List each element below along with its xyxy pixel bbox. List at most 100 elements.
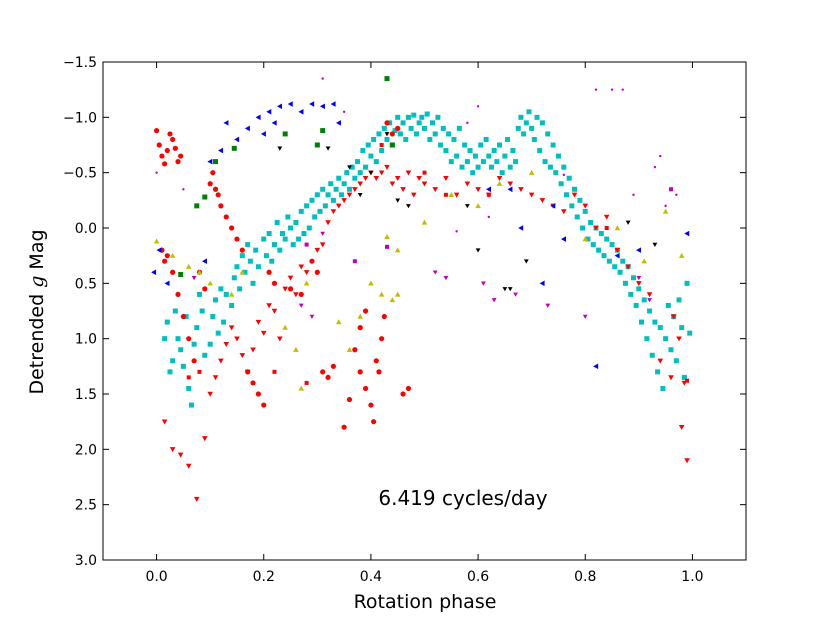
data-point	[384, 120, 390, 126]
data-point	[518, 187, 524, 193]
data-point	[368, 280, 374, 286]
data-point	[197, 369, 202, 374]
data-point	[668, 187, 673, 192]
y-tick-label: −1.0	[63, 110, 97, 126]
data-point	[510, 148, 516, 154]
data-point	[244, 125, 250, 132]
x-tick-label: 0.8	[574, 569, 596, 585]
data-point	[202, 352, 208, 358]
data-point	[685, 378, 690, 383]
data-point	[481, 281, 486, 286]
data-point	[507, 181, 514, 187]
data-point	[237, 286, 243, 292]
data-point	[360, 148, 366, 154]
data-point	[250, 347, 256, 353]
data-point	[384, 244, 389, 249]
y-tick-label: 1.5	[75, 387, 97, 403]
data-point	[357, 313, 363, 319]
data-point	[630, 275, 636, 281]
annotation-text: 6.419 cycles/day	[378, 486, 547, 510]
data-point	[266, 269, 272, 275]
data-point	[641, 297, 647, 303]
y-tick-label: 1.0	[75, 332, 97, 348]
data-point	[333, 186, 339, 192]
data-point	[269, 258, 275, 264]
data-point	[566, 175, 572, 181]
data-point	[164, 253, 170, 259]
data-point	[319, 242, 326, 248]
data-point	[491, 148, 497, 154]
data-point	[239, 353, 246, 359]
data-point	[229, 225, 235, 231]
x-tick-label: 0.0	[145, 569, 167, 585]
data-point	[314, 247, 321, 253]
data-point	[670, 314, 677, 320]
data-point	[443, 192, 448, 197]
data-point	[464, 204, 470, 209]
data-point	[464, 181, 471, 187]
y-tick-label: 0.0	[75, 221, 97, 237]
data-point	[424, 111, 430, 117]
data-point	[373, 176, 380, 181]
data-point	[330, 363, 337, 369]
data-point	[655, 369, 661, 375]
data-point	[625, 220, 631, 225]
data-point	[663, 336, 669, 342]
data-point	[303, 270, 310, 276]
data-point	[290, 242, 296, 248]
data-point	[397, 131, 403, 137]
data-point	[462, 142, 468, 148]
data-point	[675, 193, 678, 196]
data-point	[389, 297, 396, 303]
data-point	[282, 236, 288, 242]
data-point	[193, 496, 200, 502]
data-point	[234, 136, 240, 143]
data-point	[314, 269, 320, 275]
data-point	[303, 280, 310, 286]
data-point	[467, 148, 473, 154]
y-axis-label-prefix: Detrended	[26, 288, 48, 395]
data-point	[213, 159, 219, 165]
data-point	[580, 225, 586, 231]
data-point	[352, 187, 358, 193]
data-point	[528, 192, 535, 198]
data-point	[604, 226, 609, 230]
data-point	[488, 164, 494, 170]
data-point	[175, 336, 181, 342]
data-point	[531, 136, 537, 142]
data-point	[325, 374, 331, 380]
data-point	[368, 402, 374, 408]
data-point	[590, 242, 596, 248]
x-tick-label: 0.4	[360, 569, 382, 585]
data-point	[362, 308, 369, 314]
data-point	[502, 287, 508, 292]
data-point	[312, 214, 318, 220]
data-point	[159, 153, 165, 159]
data-point	[408, 125, 414, 131]
data-point	[539, 280, 545, 287]
data-point	[558, 181, 564, 187]
data-point	[335, 203, 342, 209]
data-point	[266, 303, 272, 309]
data-point	[207, 158, 213, 165]
data-point	[475, 203, 481, 209]
data-point	[681, 374, 687, 380]
data-point	[480, 159, 486, 165]
data-point	[561, 236, 567, 242]
data-point	[328, 181, 334, 187]
data-point	[167, 131, 173, 137]
data-point	[280, 231, 286, 237]
data-point	[287, 275, 294, 281]
data-point	[320, 128, 326, 134]
data-point	[387, 120, 393, 126]
data-point	[344, 170, 350, 176]
data-point	[379, 143, 384, 147]
data-point	[632, 193, 635, 196]
data-point	[202, 286, 208, 292]
data-point	[183, 314, 189, 320]
data-point	[229, 302, 235, 308]
plot-frame	[102, 61, 747, 561]
data-point	[357, 181, 363, 187]
data-point	[223, 342, 230, 347]
